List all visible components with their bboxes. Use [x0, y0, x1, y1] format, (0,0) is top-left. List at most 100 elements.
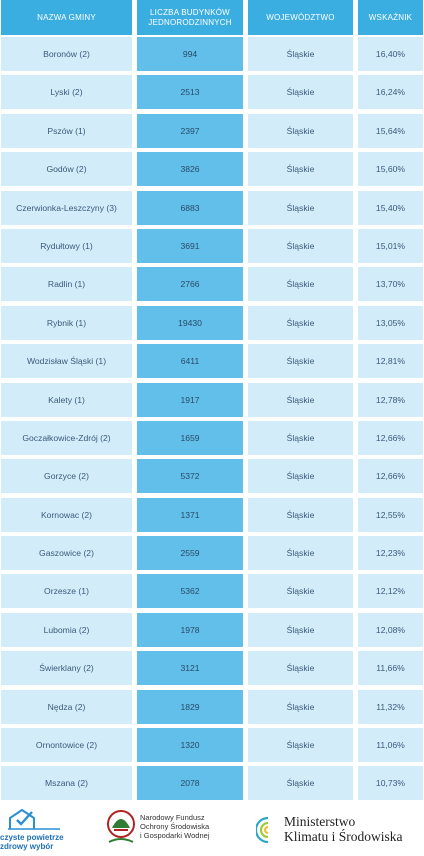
- header-gmina: NAZWA GMINY: [1, 0, 132, 35]
- logo3-line1: Ministerstwo: [284, 814, 356, 829]
- table-row: Gaszowice (2) 2559 Śląskie 12,23%: [0, 536, 424, 574]
- cell-budynki: 2397: [137, 113, 243, 148]
- cell-budynki: 1659: [137, 420, 243, 455]
- cell-budynki: 2766: [137, 267, 243, 302]
- house-check-icon: [8, 808, 60, 830]
- cell-wojewodztwo: Śląskie: [248, 728, 353, 763]
- cell-budynki: 3121: [137, 651, 243, 686]
- cell-wskaznik: 13,70%: [358, 267, 423, 302]
- cell-gmina: Mszana (2): [1, 766, 132, 801]
- table-row: Świerklany (2) 3121 Śląskie 11,66%: [0, 651, 424, 689]
- cell-wskaznik: 12,55%: [358, 497, 423, 532]
- cell-wskaznik: 15,60%: [358, 152, 423, 187]
- cell-wojewodztwo: Śląskie: [248, 766, 353, 801]
- table-row: Czerwionka-Leszczyny (3) 6883 Śląskie 15,40…: [0, 190, 424, 229]
- table-row: Lyski (2) 2513 Śląskie 16,24%: [0, 75, 424, 113]
- cell-wskaznik: 12,23%: [358, 536, 423, 571]
- cell-wskaznik: 12,66%: [358, 459, 423, 494]
- table-row: Kalety (1) 1917 Śląskie 12,78%: [0, 382, 424, 421]
- cell-wojewodztwo: Śląskie: [248, 536, 353, 571]
- ministerstwo-logo: Ministerstwo Klimatu i Środowiska: [256, 810, 424, 854]
- logo2-line2: Ochrony Środowiska: [140, 822, 210, 831]
- table-row: Boronów (2) 994 Śląskie 16,40%: [0, 37, 424, 75]
- table-row: Goczałkowice-Zdrój (2) 1659 Śląskie 12,66%: [0, 420, 424, 459]
- footer-logos: czyste powietrze zdrowy wybór Narodowy F…: [0, 800, 424, 856]
- cell-wojewodztwo: Śląskie: [248, 228, 353, 263]
- cell-budynki: 994: [137, 37, 243, 71]
- cell-wskaznik: 10,73%: [358, 766, 423, 801]
- cell-wskaznik: 12,81%: [358, 344, 423, 379]
- table-row: Rydułtowy (1) 3691 Śląskie 15,01%: [0, 228, 424, 267]
- cell-wojewodztwo: Śląskie: [248, 152, 353, 187]
- cell-gmina: Gaszowice (2): [1, 536, 132, 571]
- cell-budynki: 1829: [137, 689, 243, 724]
- nfosigw-emblem-icon: [107, 810, 135, 843]
- cell-budynki: 6411: [137, 344, 243, 379]
- cell-budynki: 6883: [137, 190, 243, 225]
- ministry-wave-icon: [256, 816, 269, 844]
- header-wskaznik: WSKAŹNIK: [358, 0, 423, 35]
- cell-budynki: 2559: [137, 536, 243, 571]
- cell-wskaznik: 15,64%: [358, 113, 423, 148]
- cell-wskaznik: 11,06%: [358, 728, 423, 763]
- cell-wojewodztwo: Śląskie: [248, 651, 353, 686]
- municipality-table: NAZWA GMINY LICZBA BUDYNKÓW JEDNORODZINNY…: [0, 0, 424, 805]
- cell-gmina: Boronów (2): [1, 37, 132, 71]
- cell-gmina: Lyski (2): [1, 75, 132, 110]
- logo1-line2: zdrowy wybór: [0, 842, 54, 851]
- cell-gmina: Lubomia (2): [1, 612, 132, 647]
- cell-wojewodztwo: Śląskie: [248, 459, 353, 494]
- cell-wojewodztwo: Śląskie: [248, 75, 353, 110]
- table-row: Pszów (1) 2397 Śląskie 15,64%: [0, 113, 424, 152]
- table-row: Mszana (2) 2078 Śląskie 10,73%: [0, 766, 424, 804]
- table-row: Rybnik (1) 19430 Śląskie 13,05%: [0, 305, 424, 344]
- cell-gmina: Ornontowice (2): [1, 728, 132, 763]
- cell-wojewodztwo: Śląskie: [248, 113, 353, 148]
- cell-budynki: 1917: [137, 382, 243, 417]
- table-row: Radlin (1) 2766 Śląskie 13,70%: [0, 267, 424, 305]
- logo2-line3: i Gospodarki Wodnej: [140, 831, 210, 840]
- table-row: Godów (2) 3826 Śląskie 15,60%: [0, 152, 424, 190]
- cell-gmina: Godów (2): [1, 152, 132, 187]
- table-row: Gorzyce (2) 5372 Śląskie 12,66%: [0, 459, 424, 497]
- table-header-row: NAZWA GMINY LICZBA BUDYNKÓW JEDNORODZINNY…: [0, 0, 424, 37]
- cell-wskaznik: 13,05%: [358, 305, 423, 340]
- table-row: Lubomia (2) 1978 Śląskie 12,08%: [0, 612, 424, 651]
- cell-gmina: Goczałkowice-Zdrój (2): [1, 420, 132, 455]
- cell-budynki: 2078: [137, 766, 243, 801]
- cell-wojewodztwo: Śląskie: [248, 420, 353, 455]
- logo3-line2: Klimatu i Środowiska: [284, 829, 403, 844]
- cell-wojewodztwo: Śląskie: [248, 344, 353, 379]
- cell-wojewodztwo: Śląskie: [248, 37, 353, 71]
- cell-budynki: 1978: [137, 612, 243, 647]
- header-budynki: LICZBA BUDYNKÓW JEDNORODZINNYCH: [137, 0, 243, 35]
- cell-budynki: 3691: [137, 228, 243, 263]
- table-row: Kornowac (2) 1371 Śląskie 12,55%: [0, 497, 424, 536]
- cell-wojewodztwo: Śląskie: [248, 574, 353, 609]
- cell-budynki: 1320: [137, 728, 243, 763]
- table-row: Wodzisław Śląski (1) 6411 Śląskie 12,81%: [0, 344, 424, 382]
- cell-wskaznik: 15,01%: [358, 228, 423, 263]
- table-row: Nędza (2) 1829 Śląskie 11,32%: [0, 689, 424, 728]
- cell-budynki: 2513: [137, 75, 243, 110]
- nfosigw-logo: Narodowy Fundusz Ochrony Środowiska i Go…: [106, 808, 246, 852]
- cell-wojewodztwo: Śląskie: [248, 612, 353, 647]
- cell-wskaznik: 11,32%: [358, 689, 423, 724]
- cell-gmina: Rydułtowy (1): [1, 228, 132, 263]
- cell-wskaznik: 12,66%: [358, 420, 423, 455]
- cell-wojewodztwo: Śląskie: [248, 190, 353, 225]
- cell-gmina: Nędza (2): [1, 689, 132, 724]
- logo1-line1: czyste powietrze: [0, 833, 64, 842]
- cell-gmina: Kalety (1): [1, 382, 132, 417]
- cell-gmina: Kornowac (2): [1, 497, 132, 532]
- cell-gmina: Świerklany (2): [1, 651, 132, 686]
- cell-gmina: Rybnik (1): [1, 305, 132, 340]
- cell-wskaznik: 11,66%: [358, 651, 423, 686]
- table-row: Orzesze (1) 5362 Śląskie 12,12%: [0, 574, 424, 612]
- table-row: Ornontowice (2) 1320 Śląskie 11,06%: [0, 728, 424, 766]
- cell-budynki: 5362: [137, 574, 243, 609]
- table-body: Boronów (2) 994 Śląskie 16,40% Lyski (2) 2513…: [0, 37, 424, 805]
- czyste-powietrze-logo: czyste powietrze zdrowy wybór: [0, 807, 70, 851]
- cell-wojewodztwo: Śląskie: [248, 305, 353, 340]
- cell-wskaznik: 15,40%: [358, 190, 423, 225]
